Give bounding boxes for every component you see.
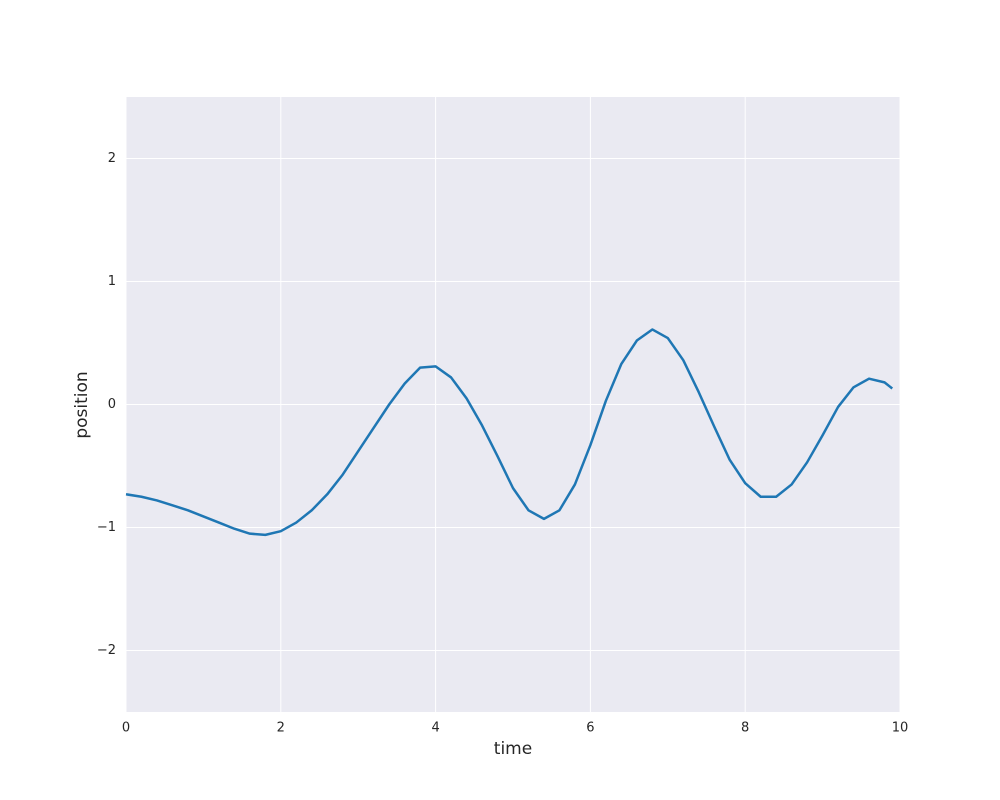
x-axis-label: time: [494, 739, 532, 759]
x-tick-label: 0: [122, 721, 130, 736]
x-tick-label: 6: [586, 721, 594, 736]
line-series: [125, 328, 894, 537]
y-tick-label: 2: [108, 151, 116, 166]
x-tick-label: 8: [741, 721, 749, 736]
y-axis-label: position: [72, 371, 92, 438]
x-tick-label: 10: [892, 721, 909, 736]
y-tick-label: 0: [108, 397, 116, 412]
x-tick-label: 2: [277, 721, 285, 736]
y-tick-label: −2: [97, 643, 116, 658]
y-tick-label: 1: [108, 274, 116, 289]
x-tick-label: 4: [431, 721, 439, 736]
y-tick-label: −1: [97, 520, 116, 535]
